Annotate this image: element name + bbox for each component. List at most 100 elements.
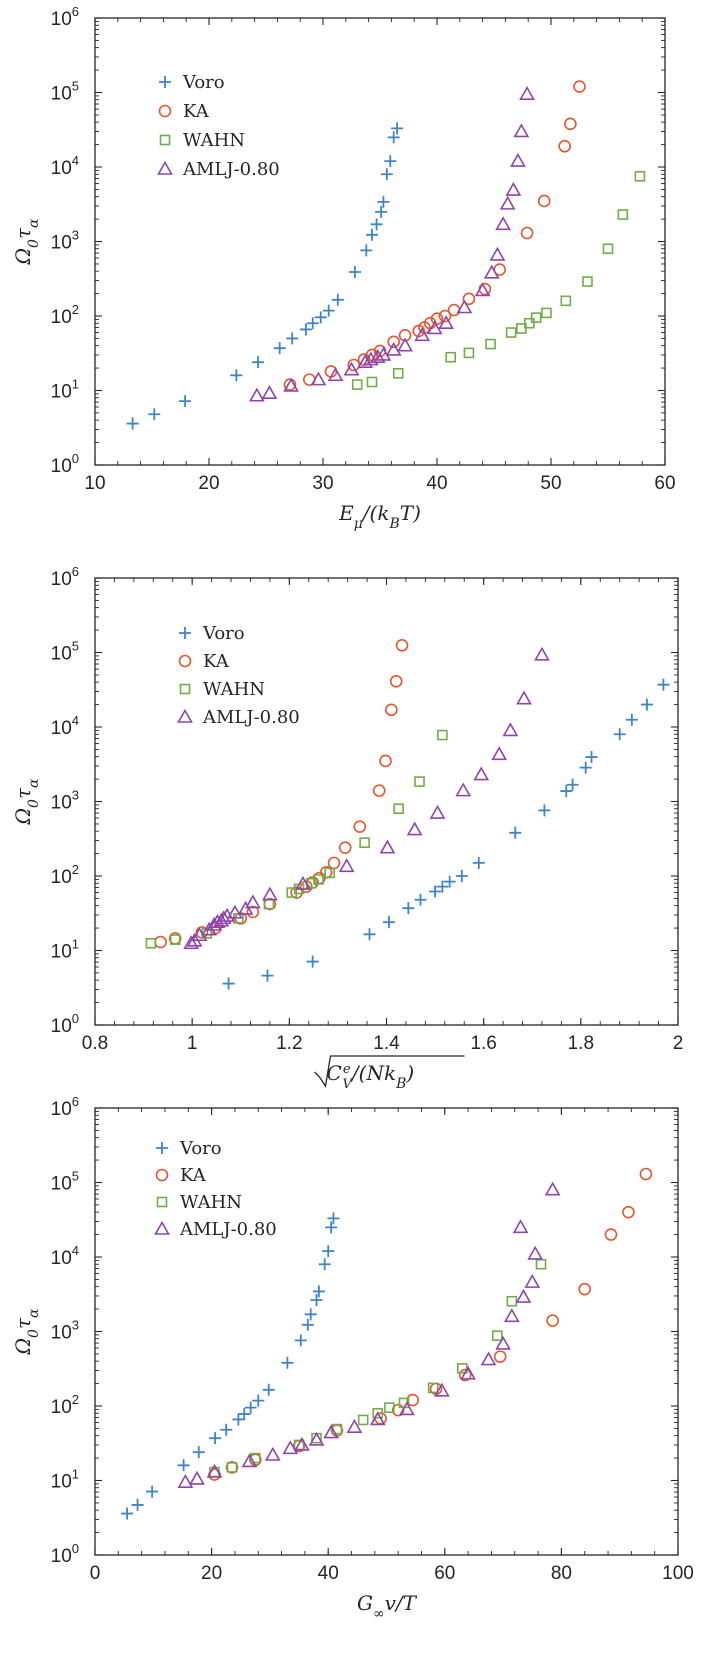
data-point [121, 1507, 134, 1520]
series-wahn [351, 171, 646, 390]
data-point [206, 1463, 223, 1478]
data-point [502, 722, 519, 737]
data-point [397, 337, 413, 352]
data-point [382, 916, 395, 929]
data-point [414, 893, 427, 906]
series-ka [154, 638, 409, 949]
data-point [625, 713, 638, 726]
data-point [290, 886, 303, 899]
legend-marker [154, 1220, 170, 1235]
data-point [503, 1308, 520, 1323]
data-point [222, 977, 235, 990]
legend-marker [159, 134, 171, 146]
data-point [491, 746, 508, 761]
data-point [436, 880, 449, 893]
data-point [146, 1485, 159, 1498]
data-point [312, 1285, 325, 1298]
data-point [377, 195, 390, 208]
y-tick-label: 106 [51, 1094, 79, 1120]
data-point [192, 1446, 205, 1459]
legend: Voro KA WAHN AMLJ-0.80 [177, 623, 300, 728]
legend-label: Voro [179, 1138, 222, 1159]
legend-label: Voro [202, 623, 245, 644]
data-point [313, 874, 324, 885]
data-point [544, 1181, 561, 1196]
data-point [314, 311, 327, 324]
x-tick-label: 30 [312, 473, 333, 494]
y-tick-label: 100 [51, 1541, 79, 1567]
data-point [513, 123, 530, 138]
data-point [230, 369, 243, 382]
data-point [622, 1205, 635, 1219]
data-point [519, 86, 535, 100]
data-point [455, 782, 472, 797]
data-point [148, 408, 161, 421]
legend-marker [179, 627, 191, 639]
data-point [179, 395, 192, 408]
data-point [541, 307, 552, 319]
data-point [306, 317, 319, 330]
data-point [399, 1401, 415, 1416]
data-point [520, 226, 534, 240]
x-tick-label: 80 [551, 1563, 572, 1584]
data-point [360, 244, 373, 257]
data-point [232, 1413, 245, 1426]
data-point [538, 804, 551, 817]
data-point [331, 293, 344, 306]
data-point [244, 1401, 257, 1414]
data-point [491, 1330, 503, 1341]
radical-sign [314, 1055, 465, 1088]
data-point [322, 1245, 335, 1258]
data-point [393, 803, 404, 815]
series-voro [126, 122, 404, 430]
series-voro [222, 678, 670, 990]
data-point [348, 265, 361, 278]
data-point [294, 1436, 310, 1451]
data-point [353, 820, 367, 833]
data-point [604, 1228, 618, 1241]
data-point [384, 155, 397, 168]
legend-label: AMLJ-0.80 [202, 707, 300, 728]
y-axis-label: Ω0τα [11, 218, 42, 266]
data-point [301, 1318, 314, 1331]
data-point [483, 264, 500, 279]
data-point [406, 821, 423, 836]
data-point [537, 194, 551, 208]
data-point [472, 856, 485, 869]
data-point [402, 902, 415, 915]
data-point [379, 754, 392, 768]
legend-marker [159, 76, 171, 88]
data-point [126, 417, 139, 430]
data-point [613, 728, 626, 741]
data-point [283, 378, 297, 391]
x-tick-label: 1.4 [373, 1033, 400, 1054]
x-tick-label: 1 [187, 1033, 198, 1054]
data-point [286, 887, 298, 898]
legend-marker [177, 708, 193, 723]
y-tick-label: 100 [51, 1011, 79, 1037]
data-point [384, 1402, 395, 1413]
data-point [474, 282, 491, 297]
data-point [310, 371, 327, 386]
data-point [485, 338, 496, 350]
series-wahn [145, 729, 448, 949]
data-point [512, 1219, 529, 1234]
x-tick-label: 40 [426, 473, 447, 494]
data-point [579, 761, 592, 774]
data-point [578, 1282, 592, 1296]
data-point [560, 295, 572, 307]
y-tick-label: 105 [51, 639, 79, 665]
data-point [375, 346, 392, 361]
data-point [220, 1423, 233, 1436]
data-point [264, 1446, 281, 1461]
data-point [434, 1382, 450, 1397]
data-point [379, 839, 396, 854]
data-point [499, 195, 516, 210]
data-point [363, 351, 379, 366]
data-point [366, 228, 379, 241]
legend-marker [157, 160, 173, 175]
data-point [429, 885, 442, 898]
plot-frame [94, 577, 679, 1026]
data-point [295, 875, 311, 890]
data-point [357, 354, 374, 368]
